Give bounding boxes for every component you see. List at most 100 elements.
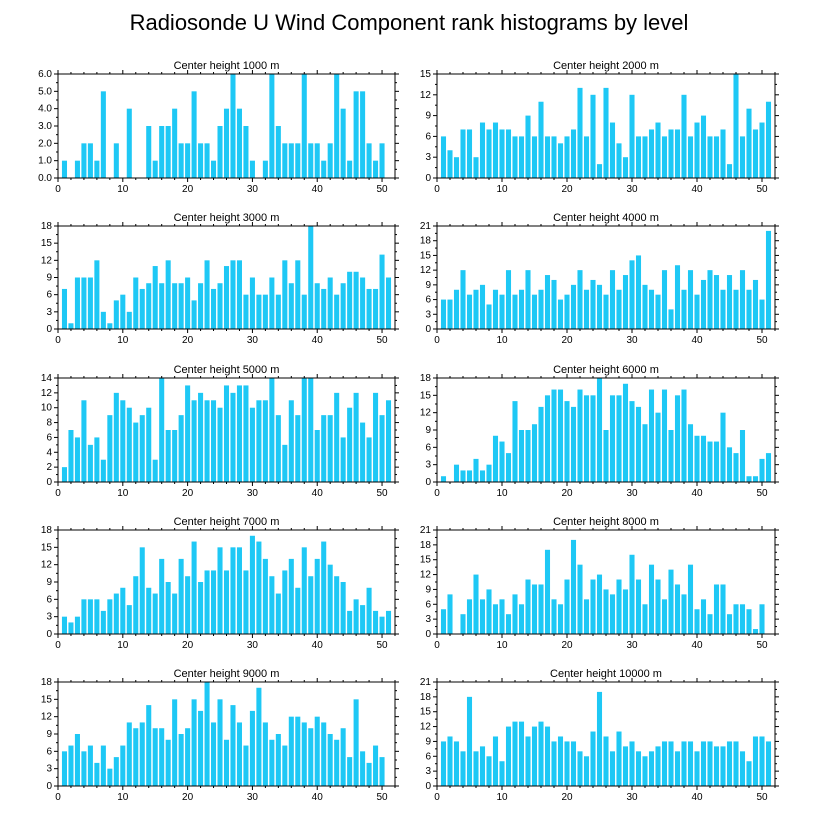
histogram-bar — [301, 74, 307, 178]
histogram-bar — [347, 160, 353, 178]
histogram-bar — [583, 756, 590, 786]
histogram-bar — [720, 289, 726, 329]
histogram-bar — [466, 696, 473, 786]
histogram-bar — [198, 283, 204, 329]
histogram-bar — [385, 610, 392, 634]
histogram-bar — [269, 576, 275, 634]
histogram-bar — [752, 629, 759, 634]
histogram-bar — [256, 294, 262, 329]
histogram-bar — [538, 406, 544, 482]
histogram-bar — [739, 136, 746, 178]
histogram-bar — [700, 435, 707, 482]
y-tick-label: 21 — [420, 221, 432, 232]
histogram-bar — [648, 129, 655, 178]
histogram-bar — [466, 129, 473, 178]
histogram-bar — [700, 741, 707, 786]
histogram-bar — [596, 164, 603, 178]
histogram-bar — [217, 126, 223, 178]
y-tick-label: 6 — [425, 131, 431, 142]
histogram-bar — [120, 294, 126, 329]
y-tick-label: 9 — [425, 280, 431, 291]
histogram-bar — [262, 160, 268, 178]
histogram-bar — [739, 604, 746, 634]
histogram-bar — [707, 136, 713, 178]
histogram-bar — [590, 94, 596, 178]
histogram-bar — [113, 392, 119, 482]
histogram-bar — [577, 564, 583, 634]
y-tick-label: 3 — [425, 614, 431, 625]
histogram-bar — [314, 283, 320, 329]
histogram-bar — [466, 599, 473, 634]
histogram-bar — [674, 265, 681, 329]
histogram-bar — [68, 745, 74, 786]
histogram-bar — [622, 275, 629, 329]
histogram-bar — [340, 283, 346, 329]
histogram-bar — [139, 415, 145, 482]
histogram-bar — [269, 74, 275, 178]
histogram-bar — [694, 294, 700, 329]
histogram-bar — [275, 415, 281, 482]
histogram-bar — [733, 74, 739, 178]
x-tick-label: 10 — [496, 335, 508, 346]
x-tick-label: 10 — [496, 184, 508, 195]
histogram-bar — [759, 458, 765, 482]
histogram-bar — [635, 579, 642, 634]
histogram-bar — [681, 94, 687, 178]
x-tick-label: 20 — [561, 640, 573, 651]
histogram-bar — [583, 599, 590, 634]
histogram-bar — [100, 459, 106, 482]
histogram-bar — [570, 406, 577, 482]
histogram-bar — [505, 614, 512, 634]
histogram-bar — [81, 400, 87, 482]
histogram-bar — [159, 126, 165, 178]
x-tick-label: 30 — [626, 184, 638, 195]
histogram-bar — [681, 594, 687, 634]
panel-title: Center height 3000 m — [174, 212, 280, 224]
x-tick-label: 50 — [756, 335, 768, 346]
histogram-bar — [746, 476, 752, 482]
histogram-bar — [661, 270, 668, 329]
histogram-bar — [198, 710, 204, 786]
histogram-bar — [642, 284, 648, 329]
histogram-bar — [282, 444, 288, 482]
histogram-bar — [379, 415, 385, 482]
histogram-bar — [347, 407, 353, 482]
histogram-bar — [61, 467, 68, 482]
y-tick-label: 9 — [425, 736, 431, 747]
histogram-bar — [720, 412, 726, 482]
histogram-bar — [726, 275, 733, 329]
histogram-bar — [629, 260, 635, 329]
histogram-bar — [687, 564, 694, 634]
panel-title: Center height 9000 m — [174, 668, 280, 680]
histogram-bar — [107, 599, 113, 634]
histogram-bar — [133, 277, 139, 329]
histogram-bar — [360, 422, 366, 482]
histogram-bar — [746, 289, 752, 329]
histogram-bar — [694, 609, 700, 634]
histogram-bar — [746, 108, 752, 178]
histogram-bar — [713, 275, 720, 329]
histogram-bar — [635, 751, 642, 786]
histogram-bar — [746, 761, 752, 786]
histogram-bar — [191, 541, 197, 634]
y-tick-label: 3 — [425, 460, 431, 471]
histogram-bar — [674, 751, 681, 786]
histogram-bar — [94, 437, 100, 482]
histogram-bar — [739, 430, 746, 482]
histogram-bar — [94, 599, 100, 634]
histogram-bar — [538, 101, 544, 178]
histogram-bar — [172, 593, 178, 634]
histogram-bar — [81, 751, 87, 786]
histogram-bar — [765, 101, 772, 178]
histogram-bar — [113, 300, 119, 329]
histogram-bar — [191, 400, 197, 482]
histogram-bar — [256, 687, 262, 786]
x-tick-label: 50 — [376, 335, 388, 346]
y-tick-label: 2.0 — [38, 138, 52, 149]
histogram-bar — [146, 126, 152, 178]
histogram-bar — [178, 558, 184, 634]
histogram-bar — [551, 389, 557, 482]
y-tick-label: 6 — [425, 295, 431, 306]
histogram-bar — [479, 122, 486, 178]
